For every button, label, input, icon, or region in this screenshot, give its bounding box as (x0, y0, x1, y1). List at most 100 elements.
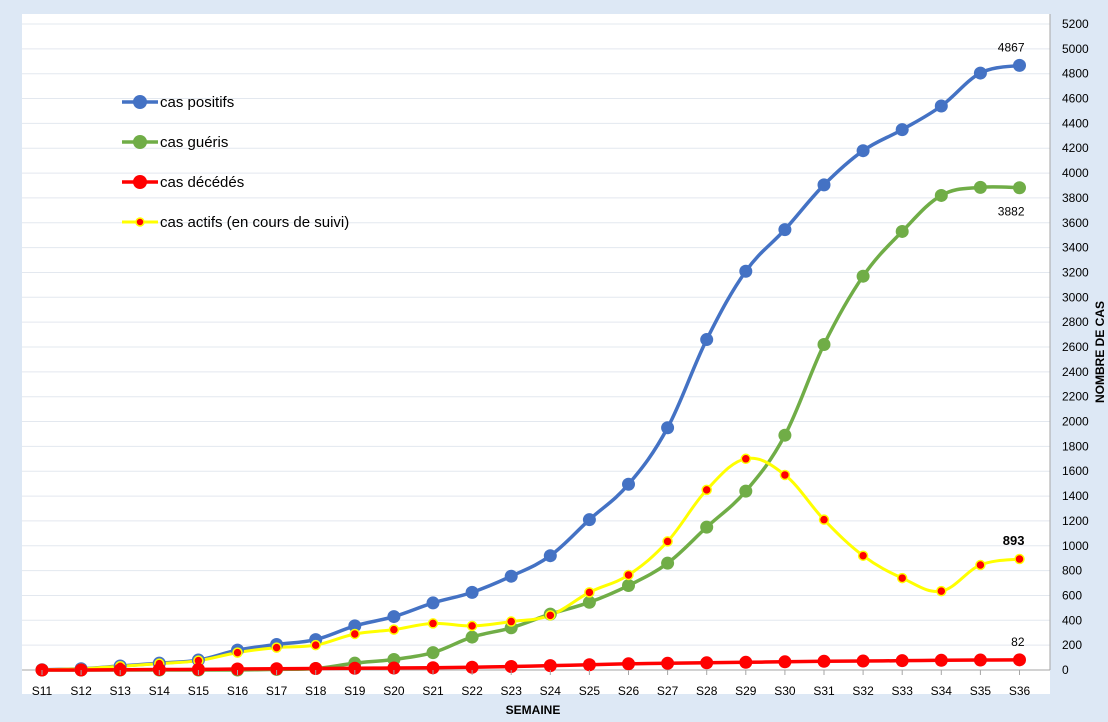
data-point (778, 223, 792, 237)
data-point (387, 610, 401, 624)
data-point (191, 662, 205, 676)
data-point (818, 514, 830, 525)
y-tick-label: 200 (1062, 638, 1082, 652)
legend-swatch-marker (135, 217, 145, 227)
x-tick-label: S34 (931, 684, 953, 698)
data-point (545, 610, 556, 621)
y-tick-label: 1200 (1062, 514, 1089, 528)
data-point (934, 99, 948, 113)
data-point (1014, 553, 1025, 565)
y-tick-label: 2600 (1062, 340, 1089, 354)
data-point (622, 477, 635, 491)
y-tick-label: 4800 (1062, 67, 1089, 81)
y-axis-label: NOMBRE DE CAS (1093, 301, 1107, 403)
y-tick-label: 2400 (1062, 365, 1089, 379)
data-point (1013, 58, 1026, 72)
y-tick-label: 1800 (1062, 439, 1089, 453)
data-point (622, 657, 635, 671)
data-point (309, 662, 323, 676)
data-point (543, 659, 557, 673)
plot-background (22, 14, 1050, 694)
data-point (895, 224, 909, 238)
legend-label: cas positifs (160, 94, 234, 111)
legend-label: cas décédés (160, 174, 244, 191)
y-tick-label: 3600 (1062, 216, 1089, 230)
data-point (701, 484, 712, 496)
data-point (504, 569, 518, 583)
y-tick-label: 4200 (1062, 141, 1089, 155)
y-tick-label: 5200 (1062, 17, 1089, 31)
x-axis-ticks: S11 S12 S13 S14 S15 S16 S17 S18 S19 S20 S21 S22 S23 S… (32, 670, 1030, 698)
x-tick-label: S16 (227, 684, 249, 698)
x-tick-label: S24 (540, 684, 562, 698)
data-point (896, 572, 908, 584)
data-label: 82 (1011, 635, 1025, 649)
data-point (739, 264, 753, 278)
legend-item: cas décédés (122, 174, 244, 191)
data-point (622, 579, 635, 593)
x-tick-label: S12 (70, 684, 92, 698)
data-point (623, 569, 634, 581)
y-tick-label: 1600 (1062, 464, 1089, 478)
data-point (700, 333, 714, 347)
data-point (973, 66, 987, 80)
legend-item: cas actifs (en cours de suivi) (122, 214, 349, 231)
data-point (270, 662, 284, 676)
y-tick-label: 4000 (1062, 166, 1089, 180)
data-point (700, 520, 714, 534)
y-tick-label: 1000 (1062, 539, 1089, 553)
x-tick-label: S33 (892, 684, 914, 698)
data-point (1013, 653, 1026, 667)
data-point (1013, 181, 1026, 195)
y-tick-label: 3200 (1062, 265, 1089, 279)
data-point (817, 178, 831, 192)
data-point (348, 661, 362, 675)
legend-item: cas guéris (122, 134, 228, 151)
legend-label: cas guéris (160, 134, 228, 151)
data-point (973, 180, 987, 194)
data-point (426, 596, 440, 610)
x-tick-label: S11 (32, 684, 53, 698)
y-tick-label: 0 (1062, 663, 1069, 677)
gridlines (22, 14, 1051, 671)
x-tick-label: S28 (696, 684, 718, 698)
y-tick-label: 3800 (1062, 191, 1089, 205)
y-tick-label: 2000 (1062, 415, 1089, 429)
data-point (584, 587, 595, 598)
y-tick-label: 4600 (1062, 92, 1089, 106)
x-tick-label: S17 (266, 684, 288, 698)
series-markers (35, 58, 1026, 677)
data-point (934, 188, 948, 202)
data-point (661, 556, 675, 570)
y-tick-label: 1400 (1062, 489, 1089, 503)
data-point (348, 619, 362, 633)
data-point (856, 654, 870, 668)
x-tick-label: S20 (383, 684, 405, 698)
data-point (662, 536, 673, 547)
data-point (152, 663, 166, 677)
data-point (857, 550, 869, 561)
data-point (505, 616, 517, 627)
y-tick-label: 2200 (1062, 390, 1089, 404)
data-point (113, 663, 127, 677)
data-point (388, 624, 400, 635)
data-point (975, 559, 986, 571)
data-point (856, 144, 870, 158)
data-point (582, 513, 596, 527)
data-point (739, 484, 753, 498)
x-tick-label: S26 (618, 684, 640, 698)
data-point (661, 656, 675, 670)
data-point (934, 653, 948, 667)
legend-swatch-marker (133, 175, 147, 189)
y-tick-label: 400 (1062, 613, 1082, 627)
data-point (465, 630, 479, 644)
y-tick-label: 5000 (1062, 42, 1089, 56)
data-point (973, 653, 987, 667)
y-tick-label: 3400 (1062, 241, 1089, 255)
data-annotations: 4867 3882 893 82 (998, 40, 1025, 648)
legend: cas positifs cas guéris cas décédés cas act… (122, 94, 349, 231)
legend-swatch-marker (133, 95, 147, 109)
data-point (231, 662, 244, 676)
